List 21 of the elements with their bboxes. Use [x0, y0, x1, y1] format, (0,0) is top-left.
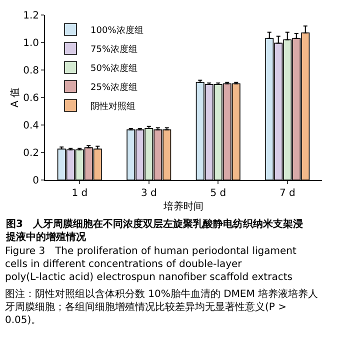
- caption: 图3 人牙周膜细胞在不同浓度双层左旋聚乳酸静电纺织纳米支架浸提液中的增殖情况: [5, 218, 303, 243]
- text: 图注：阴性对照组以含体积分数 10%胎牛血清的 DMEM 培养液培养人牙周膜细胞；各组间细胞增殖情况比较差异均无显著性意义(P > 0.05)。: [5, 288, 318, 326]
- caption: Figure 3 The proliferation of human periodontal ligament cells in different concentrations of double-layer poly(L-lactic acid) electrospun nanofiber scaffold extracts: [5, 246, 296, 283]
- y-tick-label: 0.6: [23, 93, 39, 104]
- x-tick-label: 7 d: [279, 188, 296, 199]
- x-tick-label: 3 d: [140, 188, 157, 199]
- x-tick-label: 1 d: [72, 188, 88, 199]
- legend-label: 25%浓度组: [90, 82, 138, 94]
- y-tick-label: 0.8: [23, 66, 39, 76]
- y-tick-label: 1.0: [23, 38, 39, 49]
- y-axis-title: A 值: [10, 87, 22, 108]
- y-tick-label: 0.2: [23, 148, 39, 159]
- x-tick-label: 5 d: [210, 188, 226, 199]
- legend-label: 75%浓度组: [90, 44, 138, 56]
- legend-label: 100%浓度组: [90, 25, 144, 36]
- y-tick-label: 0.4: [23, 120, 39, 132]
- x-axis-title: 培养时间: [162, 200, 204, 212]
- y-tick-label: 1.2: [23, 10, 39, 22]
- legend-label: 50%浓度组: [90, 63, 138, 74]
- legend-label: 阴性对照组: [90, 101, 136, 112]
- y-tick-label: 0: [32, 176, 39, 186]
